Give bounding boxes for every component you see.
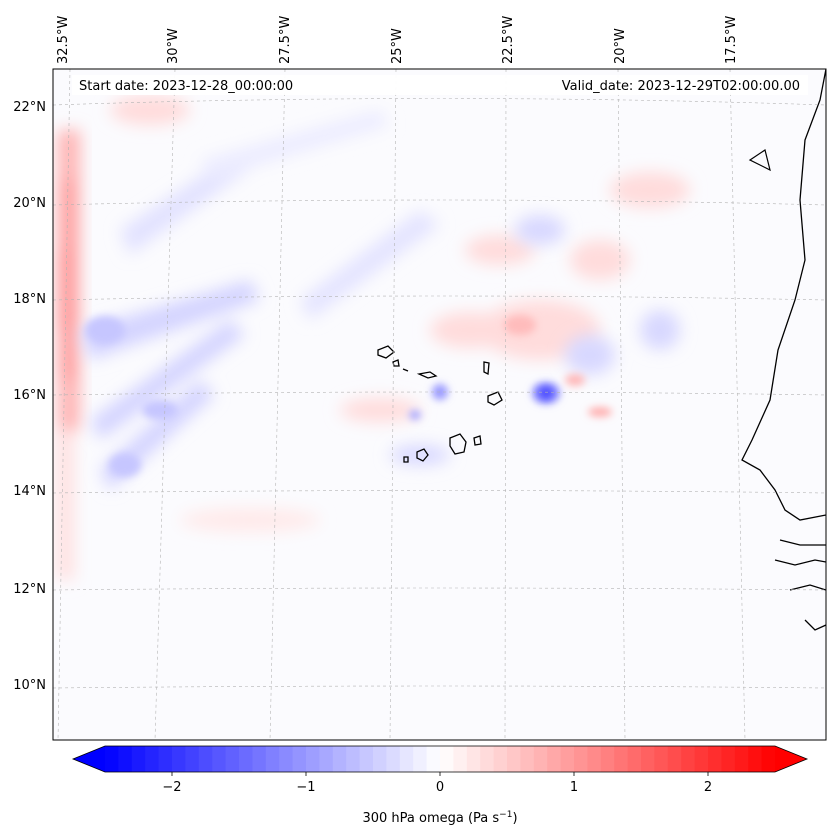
colorbar-extend-min [73, 746, 105, 772]
colorbar-label-exponent: −1 [499, 810, 512, 820]
lon-label: 27.5°W [278, 16, 293, 64]
colorbar-cell [708, 746, 722, 772]
colorbar-cell [373, 746, 387, 772]
colorbar-label: 300 hPa omega (Pa s−1) [362, 810, 517, 826]
colorbar-cell [627, 746, 642, 772]
longitude-labels: 32.5°W 30°W 27.5°W 25°W 22.5°W 20°W 17.5… [56, 16, 739, 64]
colorbar-extend-max [775, 746, 807, 772]
lat-label: 12°N [13, 582, 46, 597]
start-date-label: Start date: 2023-12-28_00:00:00 [79, 79, 293, 94]
colorbar-cell [641, 746, 655, 772]
colorbar-ticks: −2 −1 0 1 2 [162, 772, 712, 795]
colorbar-cell [239, 746, 253, 772]
colorbar-cell [493, 746, 508, 772]
colorbar-cell [172, 746, 186, 772]
lat-label: 16°N [13, 388, 46, 403]
colorbar-cell [520, 746, 535, 772]
map-frame [52, 68, 827, 741]
colorbar: −2 −1 0 1 2 300 hPa omega (Pa s−1) [71, 745, 809, 826]
colorbar-cell [319, 746, 334, 772]
colorbar-cell [466, 746, 481, 772]
colorbar-cell [158, 746, 173, 772]
colorbar-cell [386, 746, 401, 772]
colorbar-cell [654, 746, 669, 772]
colorbar-tick-label: 1 [570, 780, 578, 795]
colorbar-cell [547, 746, 562, 772]
colorbar-cell [480, 746, 495, 772]
colorbar-cell [252, 746, 267, 772]
colorbar-cell [748, 746, 763, 772]
colorbar-cell [225, 746, 240, 772]
map-panel: Start date: 2023-12-28_00:00:00 Valid_da… [52, 68, 827, 741]
colorbar-cell [413, 746, 428, 772]
colorbar-cell [694, 746, 709, 772]
colorbar-cell [533, 746, 548, 772]
colorbar-label-close: ) [512, 811, 517, 826]
lon-label: 32.5°W [56, 16, 71, 64]
lat-label: 22°N [13, 100, 46, 115]
colorbar-cell [212, 746, 227, 772]
latitude-labels: 22°N 20°N 18°N 16°N 14°N 12°N 10°N [13, 100, 46, 693]
colorbar-cell [440, 746, 454, 772]
colorbar-cell [265, 746, 280, 772]
lon-label: 25°W [390, 28, 405, 64]
colorbar-cell [145, 746, 160, 772]
colorbar-cell [306, 746, 320, 772]
lon-label: 30°W [166, 28, 181, 64]
colorbar-cell [185, 746, 200, 772]
colorbar-cell [507, 746, 521, 772]
colorbar-cell [574, 746, 588, 772]
colorbar-cell [614, 746, 629, 772]
colorbar-cell [734, 746, 749, 772]
colorbar-cell [131, 746, 146, 772]
omega-field [56, 69, 826, 631]
valid-date-label: Valid_date: 2023-12-29T02:00:00.00 [562, 79, 800, 94]
lat-label: 18°N [13, 292, 46, 307]
colorbar-cell [721, 746, 736, 772]
colorbar-cell [560, 746, 575, 772]
colorbar-cell [332, 746, 347, 772]
islands [377, 345, 503, 463]
colorbar-cell [761, 746, 776, 772]
colorbar-cells [105, 746, 776, 772]
colorbar-label-main: 300 hPa omega (Pa s [362, 811, 499, 826]
lat-label: 20°N [13, 196, 46, 211]
colorbar-tick-label: −2 [162, 780, 181, 795]
colorbar-tick-label: 2 [704, 780, 712, 795]
lon-label: 17.5°W [724, 16, 739, 64]
colorbar-cell [453, 746, 468, 772]
colorbar-cell [667, 746, 682, 772]
colorbar-cell [346, 746, 361, 772]
colorbar-cell [426, 746, 441, 772]
colorbar-cell [279, 746, 294, 772]
colorbar-cell [587, 746, 602, 772]
colorbar-cell [198, 746, 213, 772]
colorbar-cell [681, 746, 696, 772]
lon-label: 22.5°W [501, 16, 516, 64]
lat-label: 10°N [13, 678, 46, 693]
colorbar-cell [292, 746, 307, 772]
colorbar-cell [105, 746, 119, 772]
colorbar-cell [359, 746, 374, 772]
colorbar-tick-label: −1 [296, 780, 315, 795]
colorbar-cell [600, 746, 615, 772]
gridlines [53, 69, 826, 740]
colorbar-cell [118, 746, 133, 772]
coastline [741, 69, 826, 631]
colorbar-outline [71, 745, 809, 773]
colorbar-cell [399, 746, 414, 772]
lon-label: 20°W [613, 28, 628, 64]
lat-label: 14°N [13, 484, 46, 499]
colorbar-tick-label: 0 [436, 780, 444, 795]
